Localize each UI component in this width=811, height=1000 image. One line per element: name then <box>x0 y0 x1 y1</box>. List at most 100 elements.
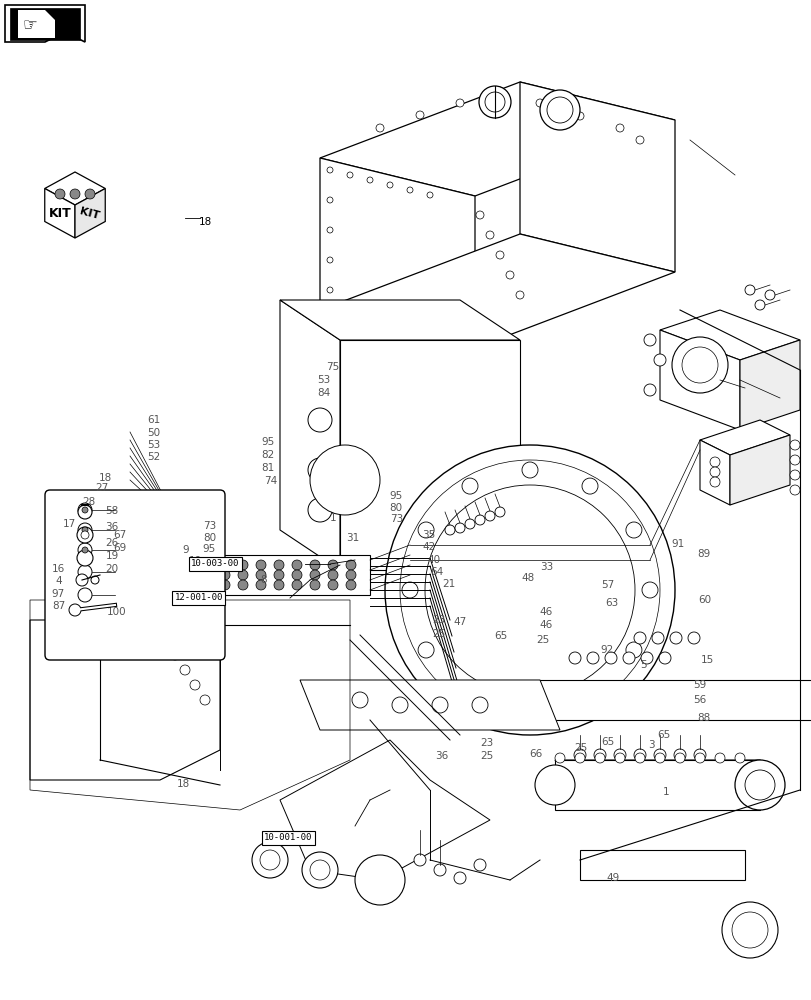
Polygon shape <box>699 440 729 505</box>
Text: 23: 23 <box>479 738 492 748</box>
Text: KIT: KIT <box>79 206 101 221</box>
Circle shape <box>643 334 655 346</box>
Circle shape <box>427 192 432 198</box>
Polygon shape <box>280 740 489 880</box>
Text: 9: 9 <box>182 545 189 555</box>
Polygon shape <box>45 10 55 20</box>
Text: 100: 100 <box>107 607 127 617</box>
Circle shape <box>573 749 586 761</box>
Polygon shape <box>10 8 80 40</box>
Circle shape <box>77 550 93 566</box>
Polygon shape <box>55 510 115 590</box>
Text: 65: 65 <box>494 631 507 641</box>
Circle shape <box>505 271 513 279</box>
Polygon shape <box>699 420 789 455</box>
Polygon shape <box>320 82 674 196</box>
Text: 75: 75 <box>326 362 339 372</box>
Text: 81: 81 <box>261 463 274 473</box>
FancyBboxPatch shape <box>45 490 225 660</box>
Text: 53: 53 <box>147 440 160 450</box>
Circle shape <box>401 582 418 598</box>
Circle shape <box>328 570 337 580</box>
Circle shape <box>534 765 574 805</box>
Circle shape <box>478 86 510 118</box>
Circle shape <box>220 580 230 590</box>
Circle shape <box>328 580 337 590</box>
Circle shape <box>67 532 103 568</box>
Circle shape <box>251 842 288 878</box>
Circle shape <box>190 680 200 690</box>
Text: 28: 28 <box>83 497 96 507</box>
Text: 69: 69 <box>114 543 127 553</box>
Circle shape <box>169 650 180 660</box>
Text: 66: 66 <box>529 749 542 759</box>
Circle shape <box>302 852 337 888</box>
Text: 65: 65 <box>656 730 669 740</box>
Polygon shape <box>554 760 759 810</box>
Circle shape <box>642 582 657 598</box>
Circle shape <box>346 172 353 178</box>
Text: 16: 16 <box>52 564 65 574</box>
Circle shape <box>55 189 65 199</box>
Circle shape <box>78 505 92 519</box>
Text: 57: 57 <box>600 580 613 590</box>
Polygon shape <box>519 82 674 272</box>
Circle shape <box>547 97 573 123</box>
Circle shape <box>104 524 116 536</box>
Circle shape <box>521 702 538 718</box>
Circle shape <box>392 697 407 713</box>
Circle shape <box>370 313 380 323</box>
Circle shape <box>731 912 767 948</box>
Text: 26: 26 <box>105 538 118 548</box>
Circle shape <box>180 665 190 675</box>
Circle shape <box>310 580 320 590</box>
Circle shape <box>354 855 405 905</box>
Circle shape <box>659 652 670 664</box>
Text: 10-003-00: 10-003-00 <box>191 560 239 568</box>
Text: 20: 20 <box>105 564 118 574</box>
Text: 35: 35 <box>422 530 435 540</box>
Circle shape <box>654 753 664 763</box>
Text: 1: 1 <box>662 787 668 797</box>
Polygon shape <box>45 172 105 205</box>
Circle shape <box>255 560 266 570</box>
Circle shape <box>367 177 372 183</box>
Circle shape <box>327 197 333 203</box>
Circle shape <box>643 384 655 396</box>
Circle shape <box>384 445 674 735</box>
Text: 88: 88 <box>697 713 710 723</box>
Text: 1: 1 <box>329 513 336 523</box>
Circle shape <box>687 632 699 644</box>
Circle shape <box>424 485 634 695</box>
Circle shape <box>633 749 646 761</box>
Text: 27: 27 <box>96 483 109 493</box>
Circle shape <box>418 642 434 658</box>
Circle shape <box>653 749 665 761</box>
Circle shape <box>515 291 523 299</box>
Text: 63: 63 <box>604 598 617 608</box>
Circle shape <box>672 337 727 393</box>
Circle shape <box>433 864 445 876</box>
Text: 46: 46 <box>539 607 552 617</box>
Circle shape <box>651 632 663 644</box>
Circle shape <box>444 525 454 535</box>
Circle shape <box>474 859 486 871</box>
Text: 95: 95 <box>389 491 402 501</box>
Circle shape <box>54 564 66 576</box>
Text: 25: 25 <box>573 743 586 753</box>
Text: 56: 56 <box>693 695 706 705</box>
Circle shape <box>91 576 99 584</box>
Circle shape <box>273 570 284 580</box>
Circle shape <box>521 462 538 478</box>
Text: 8: 8 <box>260 575 266 585</box>
Text: 52: 52 <box>147 452 160 462</box>
Circle shape <box>625 642 642 658</box>
Circle shape <box>389 319 400 329</box>
Circle shape <box>69 604 81 616</box>
Circle shape <box>414 854 426 866</box>
Circle shape <box>484 92 504 112</box>
Circle shape <box>406 187 413 193</box>
Circle shape <box>694 753 704 763</box>
Circle shape <box>454 523 465 533</box>
Circle shape <box>292 570 302 580</box>
